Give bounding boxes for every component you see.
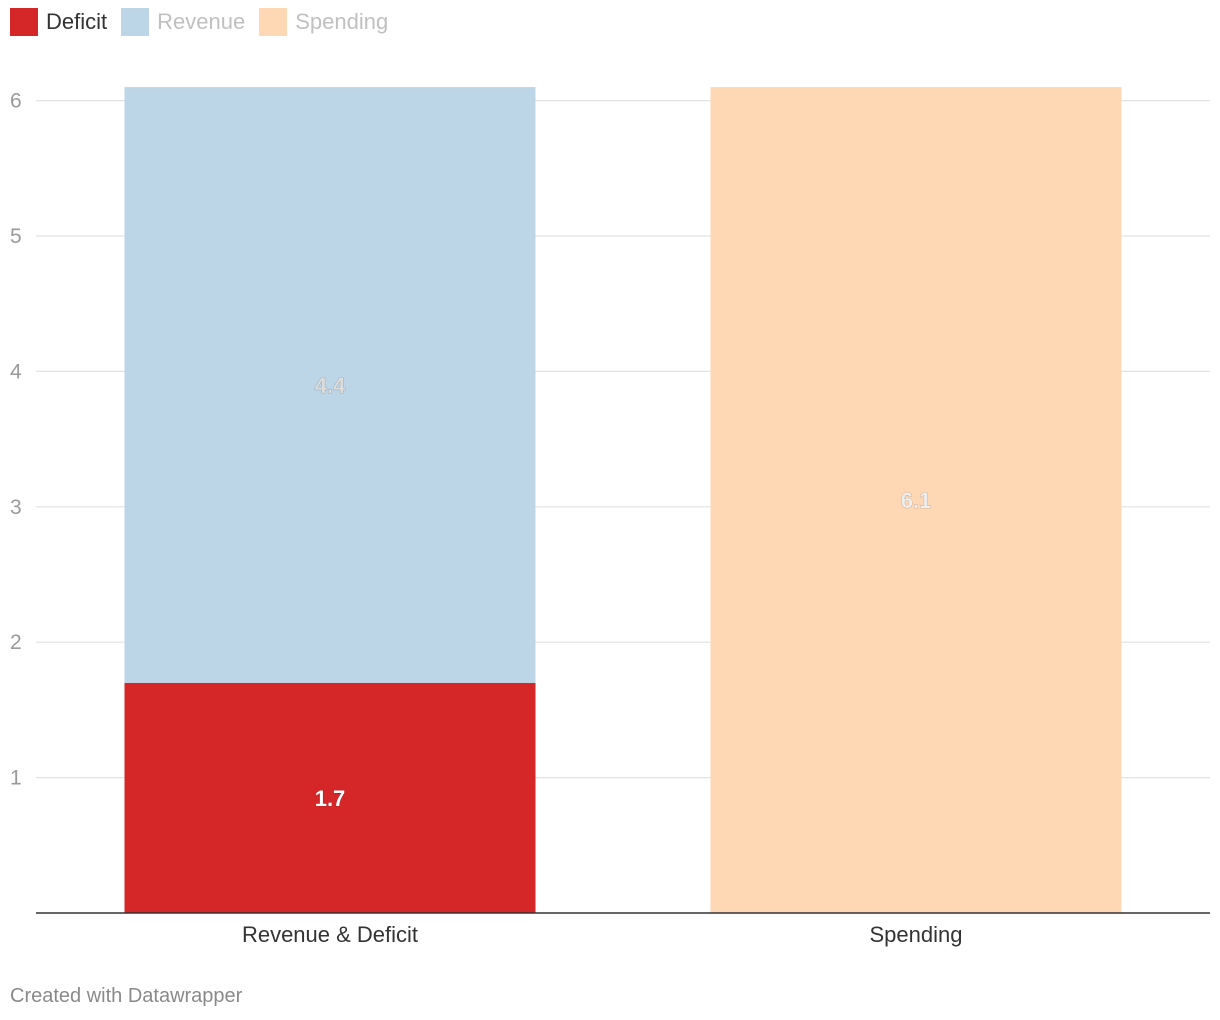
legend-label: Revenue [157, 9, 246, 34]
legend-item-revenue[interactable]: Revenue [121, 8, 245, 36]
y-tick-label: 2 [10, 631, 22, 654]
data-label: 4.4 [315, 373, 346, 398]
bar-revenue [124, 87, 536, 683]
legend-swatch [10, 8, 38, 36]
x-category-label: Spending [870, 922, 963, 947]
x-category-label: Revenue & Deficit [242, 922, 418, 947]
legend: Deficit Revenue Spending [10, 8, 402, 36]
y-tick-label: 5 [10, 225, 22, 248]
data-label: 6.1 [901, 488, 932, 513]
legend-swatch [259, 8, 288, 36]
data-label: 1.7 [315, 786, 346, 811]
y-tick-label: 6 [10, 90, 22, 113]
legend-swatch [121, 8, 150, 36]
bar-spending [710, 87, 1122, 913]
y-tick-label: 1 [10, 767, 22, 790]
legend-item-spending[interactable]: Spending [259, 8, 388, 36]
footer-credit[interactable]: Created with Datawrapper [10, 985, 243, 1007]
legend-label: Deficit [46, 9, 108, 34]
bar-deficit [124, 682, 536, 913]
y-tick-label: 4 [10, 360, 22, 383]
legend-item-deficit[interactable]: Deficit [10, 8, 107, 36]
legend-label: Spending [295, 9, 389, 34]
y-tick-label: 3 [10, 496, 22, 519]
